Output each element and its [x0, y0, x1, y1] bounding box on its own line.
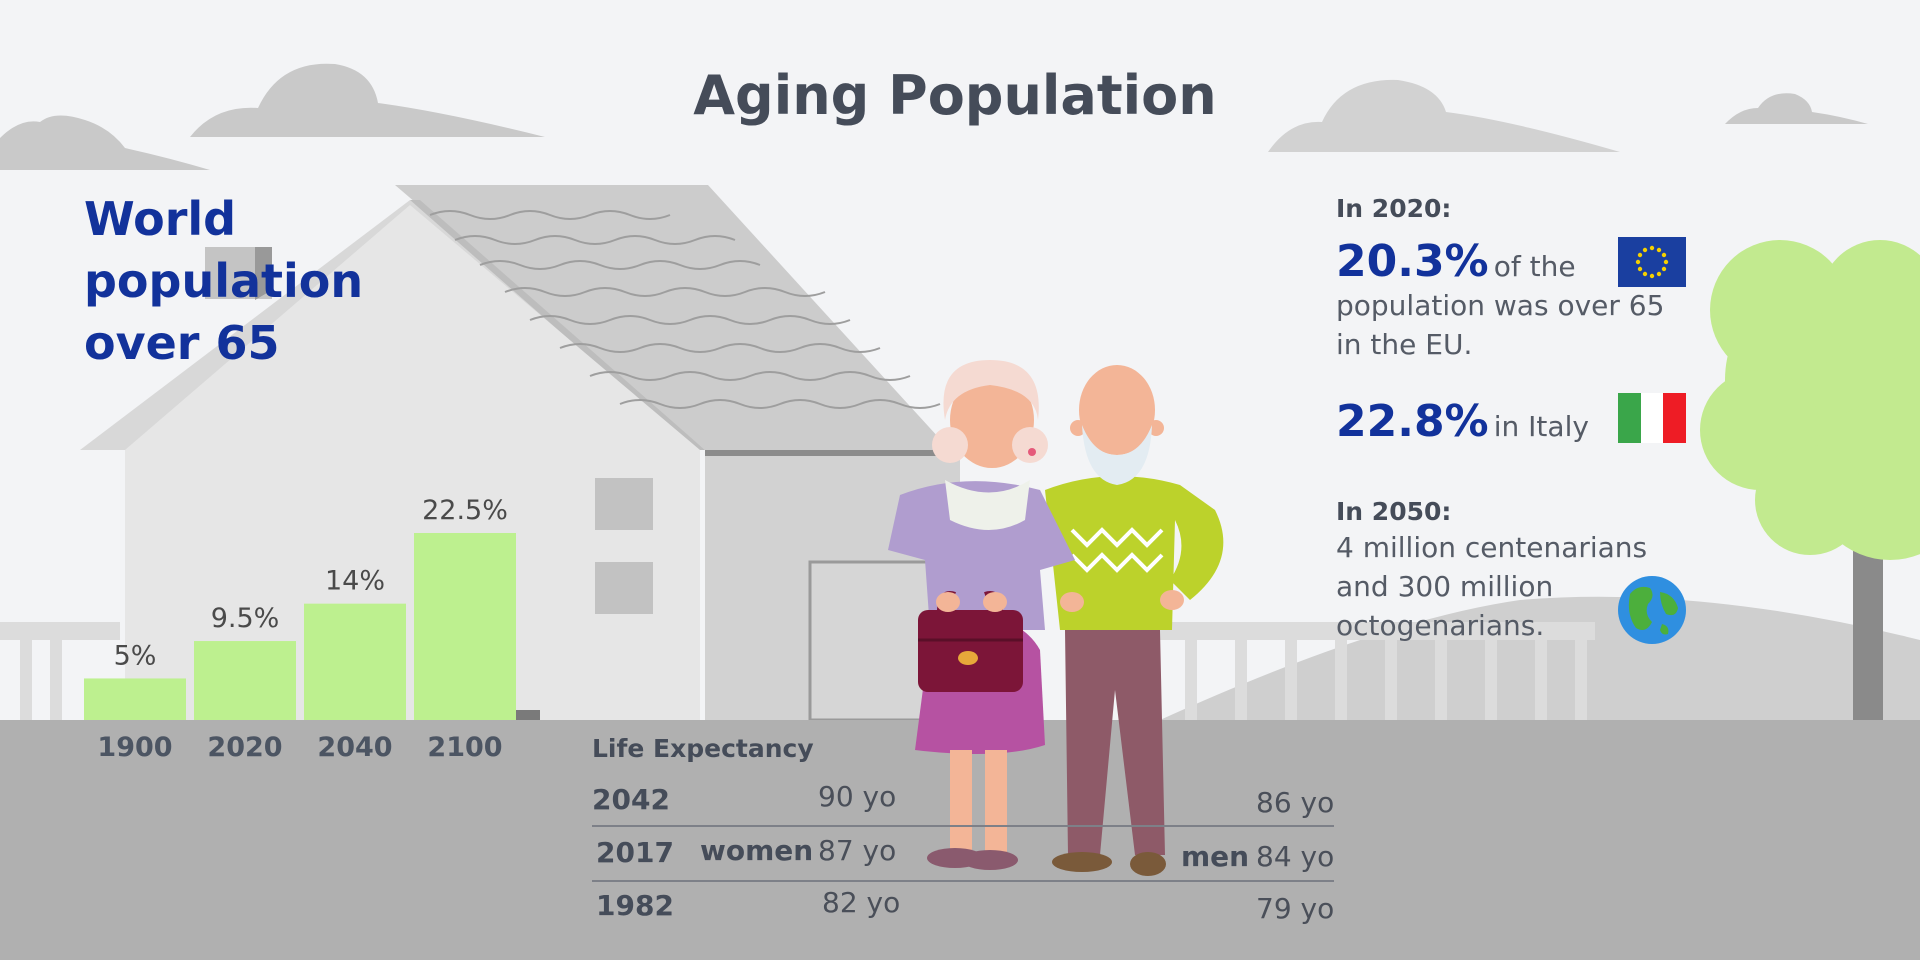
bar-value-label: 5% [114, 640, 157, 671]
elderly-couple-illustration [888, 360, 1224, 876]
women-value: 90 yo [818, 780, 897, 813]
italy-fact-line: 22.8% in Italy [1336, 396, 1589, 447]
women-value: 87 yo [818, 834, 897, 867]
chart-heading-line: World [84, 192, 237, 246]
row-divider [592, 825, 1334, 827]
eu-text: population was over 65 [1336, 289, 1665, 322]
chart-heading-line: over 65 [84, 316, 280, 370]
text-2050: 4 million centenarians [1336, 531, 1648, 564]
women-label: women [700, 834, 814, 867]
bar-1900 [84, 678, 186, 720]
bar-category-label: 2100 [427, 732, 502, 763]
text-2050: octogenarians. [1336, 609, 1545, 642]
men-label: men [1181, 840, 1250, 873]
cloud-icon [1725, 93, 1868, 124]
chart-heading: World population over 65 [84, 188, 404, 374]
bar-2020 [194, 641, 296, 720]
bar-category-label: 1900 [97, 732, 172, 763]
chart-heading-line: population [84, 254, 364, 308]
women-value: 82 yo [822, 886, 901, 919]
eu-percentage: 20.3% [1336, 236, 1489, 287]
in-2050-label: In 2050: [1336, 497, 1452, 526]
life-expectancy-year: 1982 [596, 889, 674, 922]
bar-chart: 5% 1900 9.5% 2020 14% 2040 22.5% 2100 [84, 495, 516, 763]
bar-2100 [414, 533, 516, 720]
cloud-icon [1268, 79, 1620, 152]
text-2050: and 300 million [1336, 570, 1554, 603]
tree [1700, 240, 1920, 722]
eu-flag-icon [1618, 237, 1686, 287]
life-expectancy-year: 2017 [596, 836, 674, 869]
bar-value-label: 14% [325, 566, 385, 597]
eu-text: of the [1493, 250, 1576, 283]
bar-2040 [304, 603, 406, 720]
men-value: 84 yo [1256, 840, 1335, 873]
bar-value-label: 22.5% [422, 495, 508, 526]
page-title: Aging Population [693, 64, 1217, 127]
life-expectancy-year: 2042 [592, 783, 670, 816]
italy-percentage: 22.8% [1336, 396, 1489, 447]
in-2020-label: In 2020: [1336, 194, 1452, 223]
bar-category-label: 2020 [207, 732, 282, 763]
cloud-icon [0, 115, 210, 170]
life-expectancy-title: Life Expectancy [592, 734, 814, 763]
italy-text: in Italy [1493, 410, 1589, 443]
men-value: 86 yo [1256, 786, 1335, 819]
bar-value-label: 9.5% [211, 603, 280, 634]
globe-icon [1618, 576, 1686, 644]
cloud-icon [190, 63, 545, 137]
bar-category-label: 2040 [317, 732, 392, 763]
eu-fact-line: 20.3% of the [1336, 236, 1576, 287]
eu-text: in the EU. [1336, 328, 1473, 361]
house [80, 185, 960, 722]
fence [0, 622, 1595, 720]
italy-flag-icon [1618, 393, 1686, 443]
men-value: 79 yo [1256, 892, 1335, 925]
row-divider [592, 880, 1334, 882]
